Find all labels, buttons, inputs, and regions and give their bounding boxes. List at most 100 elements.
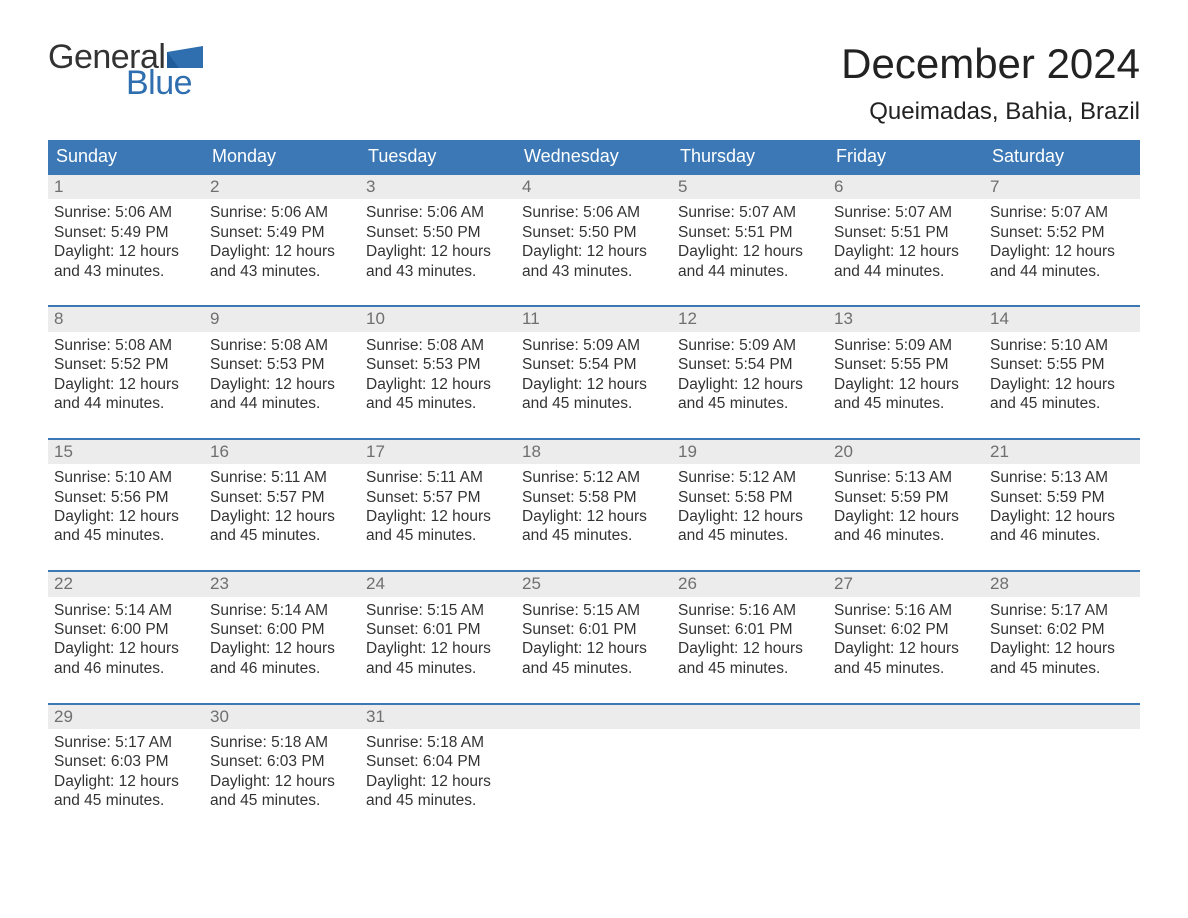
sunset-text: Sunset: 5:50 PM [366, 223, 510, 242]
weekday-cell: Thursday [672, 140, 828, 173]
day-number: 25 [516, 572, 672, 596]
sunset-text: Sunset: 6:02 PM [834, 620, 978, 639]
day-number [828, 705, 984, 729]
brand-bottom-text: Blue [126, 66, 203, 100]
sunrise-text: Sunrise: 5:17 AM [54, 733, 198, 752]
daylight-text: Daylight: 12 hours and 45 minutes. [366, 772, 510, 811]
daylight-text: Daylight: 12 hours and 45 minutes. [54, 772, 198, 811]
day-cell: 19 Sunrise: 5:12 AMSunset: 5:58 PMDayligh… [672, 440, 828, 556]
daylight-text: Daylight: 12 hours and 45 minutes. [678, 507, 822, 546]
day-number: 20 [828, 440, 984, 464]
sunrise-text: Sunrise: 5:07 AM [678, 203, 822, 222]
daylight-text: Daylight: 12 hours and 43 minutes. [366, 242, 510, 281]
day-number: 14 [984, 307, 1140, 331]
day-body: Sunrise: 5:13 AMSunset: 5:59 PMDaylight:… [828, 464, 984, 556]
sunrise-text: Sunrise: 5:06 AM [366, 203, 510, 222]
sunrise-text: Sunrise: 5:16 AM [678, 601, 822, 620]
day-number: 27 [828, 572, 984, 596]
day-number: 30 [204, 705, 360, 729]
sunset-text: Sunset: 5:58 PM [678, 488, 822, 507]
week-row: 22Sunrise: 5:14 AMSunset: 6:00 PMDayligh… [48, 570, 1140, 688]
day-body: Sunrise: 5:07 AMSunset: 5:52 PMDaylight:… [984, 199, 1140, 291]
sunrise-text: Sunrise: 5:15 AM [366, 601, 510, 620]
day-cell: 20Sunrise: 5:13 AMSunset: 5:59 PMDayligh… [828, 440, 984, 556]
sunrise-text: Sunrise: 5:07 AM [990, 203, 1134, 222]
day-cell: 7Sunrise: 5:07 AMSunset: 5:52 PMDaylight… [984, 175, 1140, 291]
sunset-text: Sunset: 5:51 PM [834, 223, 978, 242]
sunrise-text: Sunrise: 5:12 AM [678, 468, 822, 487]
day-number [672, 705, 828, 729]
sunset-text: Sunset: 5:52 PM [54, 355, 198, 374]
day-number: 11 [516, 307, 672, 331]
day-cell: 25Sunrise: 5:15 AMSunset: 6:01 PMDayligh… [516, 572, 672, 688]
daylight-text: Daylight: 12 hours and 45 minutes. [990, 639, 1134, 678]
sunset-text: Sunset: 5:54 PM [678, 355, 822, 374]
daylight-text: Daylight: 12 hours and 45 minutes. [834, 375, 978, 414]
sunrise-text: Sunrise: 5:08 AM [210, 336, 354, 355]
header: General Blue December 2024 Queimadas, Ba… [48, 40, 1140, 126]
week-row: 15Sunrise: 5:10 AMSunset: 5:56 PMDayligh… [48, 438, 1140, 556]
sunset-text: Sunset: 6:03 PM [54, 752, 198, 771]
day-number: 13 [828, 307, 984, 331]
day-cell: 21Sunrise: 5:13 AMSunset: 5:59 PMDayligh… [984, 440, 1140, 556]
day-number: 7 [984, 175, 1140, 199]
day-body: Sunrise: 5:08 AMSunset: 5:53 PMDaylight:… [360, 332, 516, 424]
daylight-text: Daylight: 12 hours and 45 minutes. [366, 639, 510, 678]
day-body: Sunrise: 5:10 AMSunset: 5:55 PMDaylight:… [984, 332, 1140, 424]
day-cell: 23Sunrise: 5:14 AMSunset: 6:00 PMDayligh… [204, 572, 360, 688]
sunrise-text: Sunrise: 5:18 AM [210, 733, 354, 752]
day-cell: 15Sunrise: 5:10 AMSunset: 5:56 PMDayligh… [48, 440, 204, 556]
day-body: Sunrise: 5:09 AMSunset: 5:54 PMDaylight:… [672, 332, 828, 424]
day-body: Sunrise: 5:16 AMSunset: 6:01 PMDaylight:… [672, 597, 828, 689]
day-cell: 24Sunrise: 5:15 AMSunset: 6:01 PMDayligh… [360, 572, 516, 688]
day-body: Sunrise: 5:14 AMSunset: 6:00 PMDaylight:… [204, 597, 360, 689]
day-cell: 1Sunrise: 5:06 AMSunset: 5:49 PMDaylight… [48, 175, 204, 291]
day-body: Sunrise: 5:11 AMSunset: 5:57 PMDaylight:… [360, 464, 516, 556]
daylight-text: Daylight: 12 hours and 45 minutes. [366, 507, 510, 546]
day-cell: 11Sunrise: 5:09 AMSunset: 5:54 PMDayligh… [516, 307, 672, 423]
day-body: Sunrise: 5:14 AMSunset: 6:00 PMDaylight:… [48, 597, 204, 689]
day-body: Sunrise: 5:13 AMSunset: 5:59 PMDaylight:… [984, 464, 1140, 556]
sunrise-text: Sunrise: 5:06 AM [210, 203, 354, 222]
day-number [516, 705, 672, 729]
day-body: Sunrise: 5:08 AMSunset: 5:53 PMDaylight:… [204, 332, 360, 424]
day-body [516, 729, 672, 821]
daylight-text: Daylight: 12 hours and 45 minutes. [678, 375, 822, 414]
day-cell: 13Sunrise: 5:09 AMSunset: 5:55 PMDayligh… [828, 307, 984, 423]
sunset-text: Sunset: 5:57 PM [366, 488, 510, 507]
sunrise-text: Sunrise: 5:14 AM [210, 601, 354, 620]
sunset-text: Sunset: 6:03 PM [210, 752, 354, 771]
day-number: 19 [672, 440, 828, 464]
day-body: Sunrise: 5:06 AMSunset: 5:50 PMDaylight:… [516, 199, 672, 291]
sunset-text: Sunset: 6:02 PM [990, 620, 1134, 639]
weekday-header-row: SundayMondayTuesdayWednesdayThursdayFrid… [48, 140, 1140, 173]
day-body: Sunrise: 5:11 AMSunset: 5:57 PMDaylight:… [204, 464, 360, 556]
sunset-text: Sunset: 6:01 PM [678, 620, 822, 639]
sunset-text: Sunset: 5:51 PM [678, 223, 822, 242]
daylight-text: Daylight: 12 hours and 44 minutes. [990, 242, 1134, 281]
sunrise-text: Sunrise: 5:08 AM [54, 336, 198, 355]
day-cell: 27Sunrise: 5:16 AMSunset: 6:02 PMDayligh… [828, 572, 984, 688]
day-cell: 12Sunrise: 5:09 AMSunset: 5:54 PMDayligh… [672, 307, 828, 423]
sunset-text: Sunset: 5:59 PM [990, 488, 1134, 507]
day-number: 15 [48, 440, 204, 464]
day-body [828, 729, 984, 821]
month-title: December 2024 [841, 40, 1140, 88]
day-body: Sunrise: 5:12 AMSunset: 5:58 PMDaylight:… [516, 464, 672, 556]
day-cell: 26Sunrise: 5:16 AMSunset: 6:01 PMDayligh… [672, 572, 828, 688]
daylight-text: Daylight: 12 hours and 45 minutes. [522, 375, 666, 414]
day-number: 6 [828, 175, 984, 199]
day-cell [984, 705, 1140, 821]
sunset-text: Sunset: 5:54 PM [522, 355, 666, 374]
day-number: 22 [48, 572, 204, 596]
day-number: 17 [360, 440, 516, 464]
sunset-text: Sunset: 5:55 PM [990, 355, 1134, 374]
daylight-text: Daylight: 12 hours and 46 minutes. [54, 639, 198, 678]
sunrise-text: Sunrise: 5:11 AM [210, 468, 354, 487]
daylight-text: Daylight: 12 hours and 44 minutes. [834, 242, 978, 281]
daylight-text: Daylight: 12 hours and 46 minutes. [210, 639, 354, 678]
sunrise-text: Sunrise: 5:12 AM [522, 468, 666, 487]
sunrise-text: Sunrise: 5:09 AM [834, 336, 978, 355]
weekday-cell: Saturday [984, 140, 1140, 173]
day-number: 9 [204, 307, 360, 331]
